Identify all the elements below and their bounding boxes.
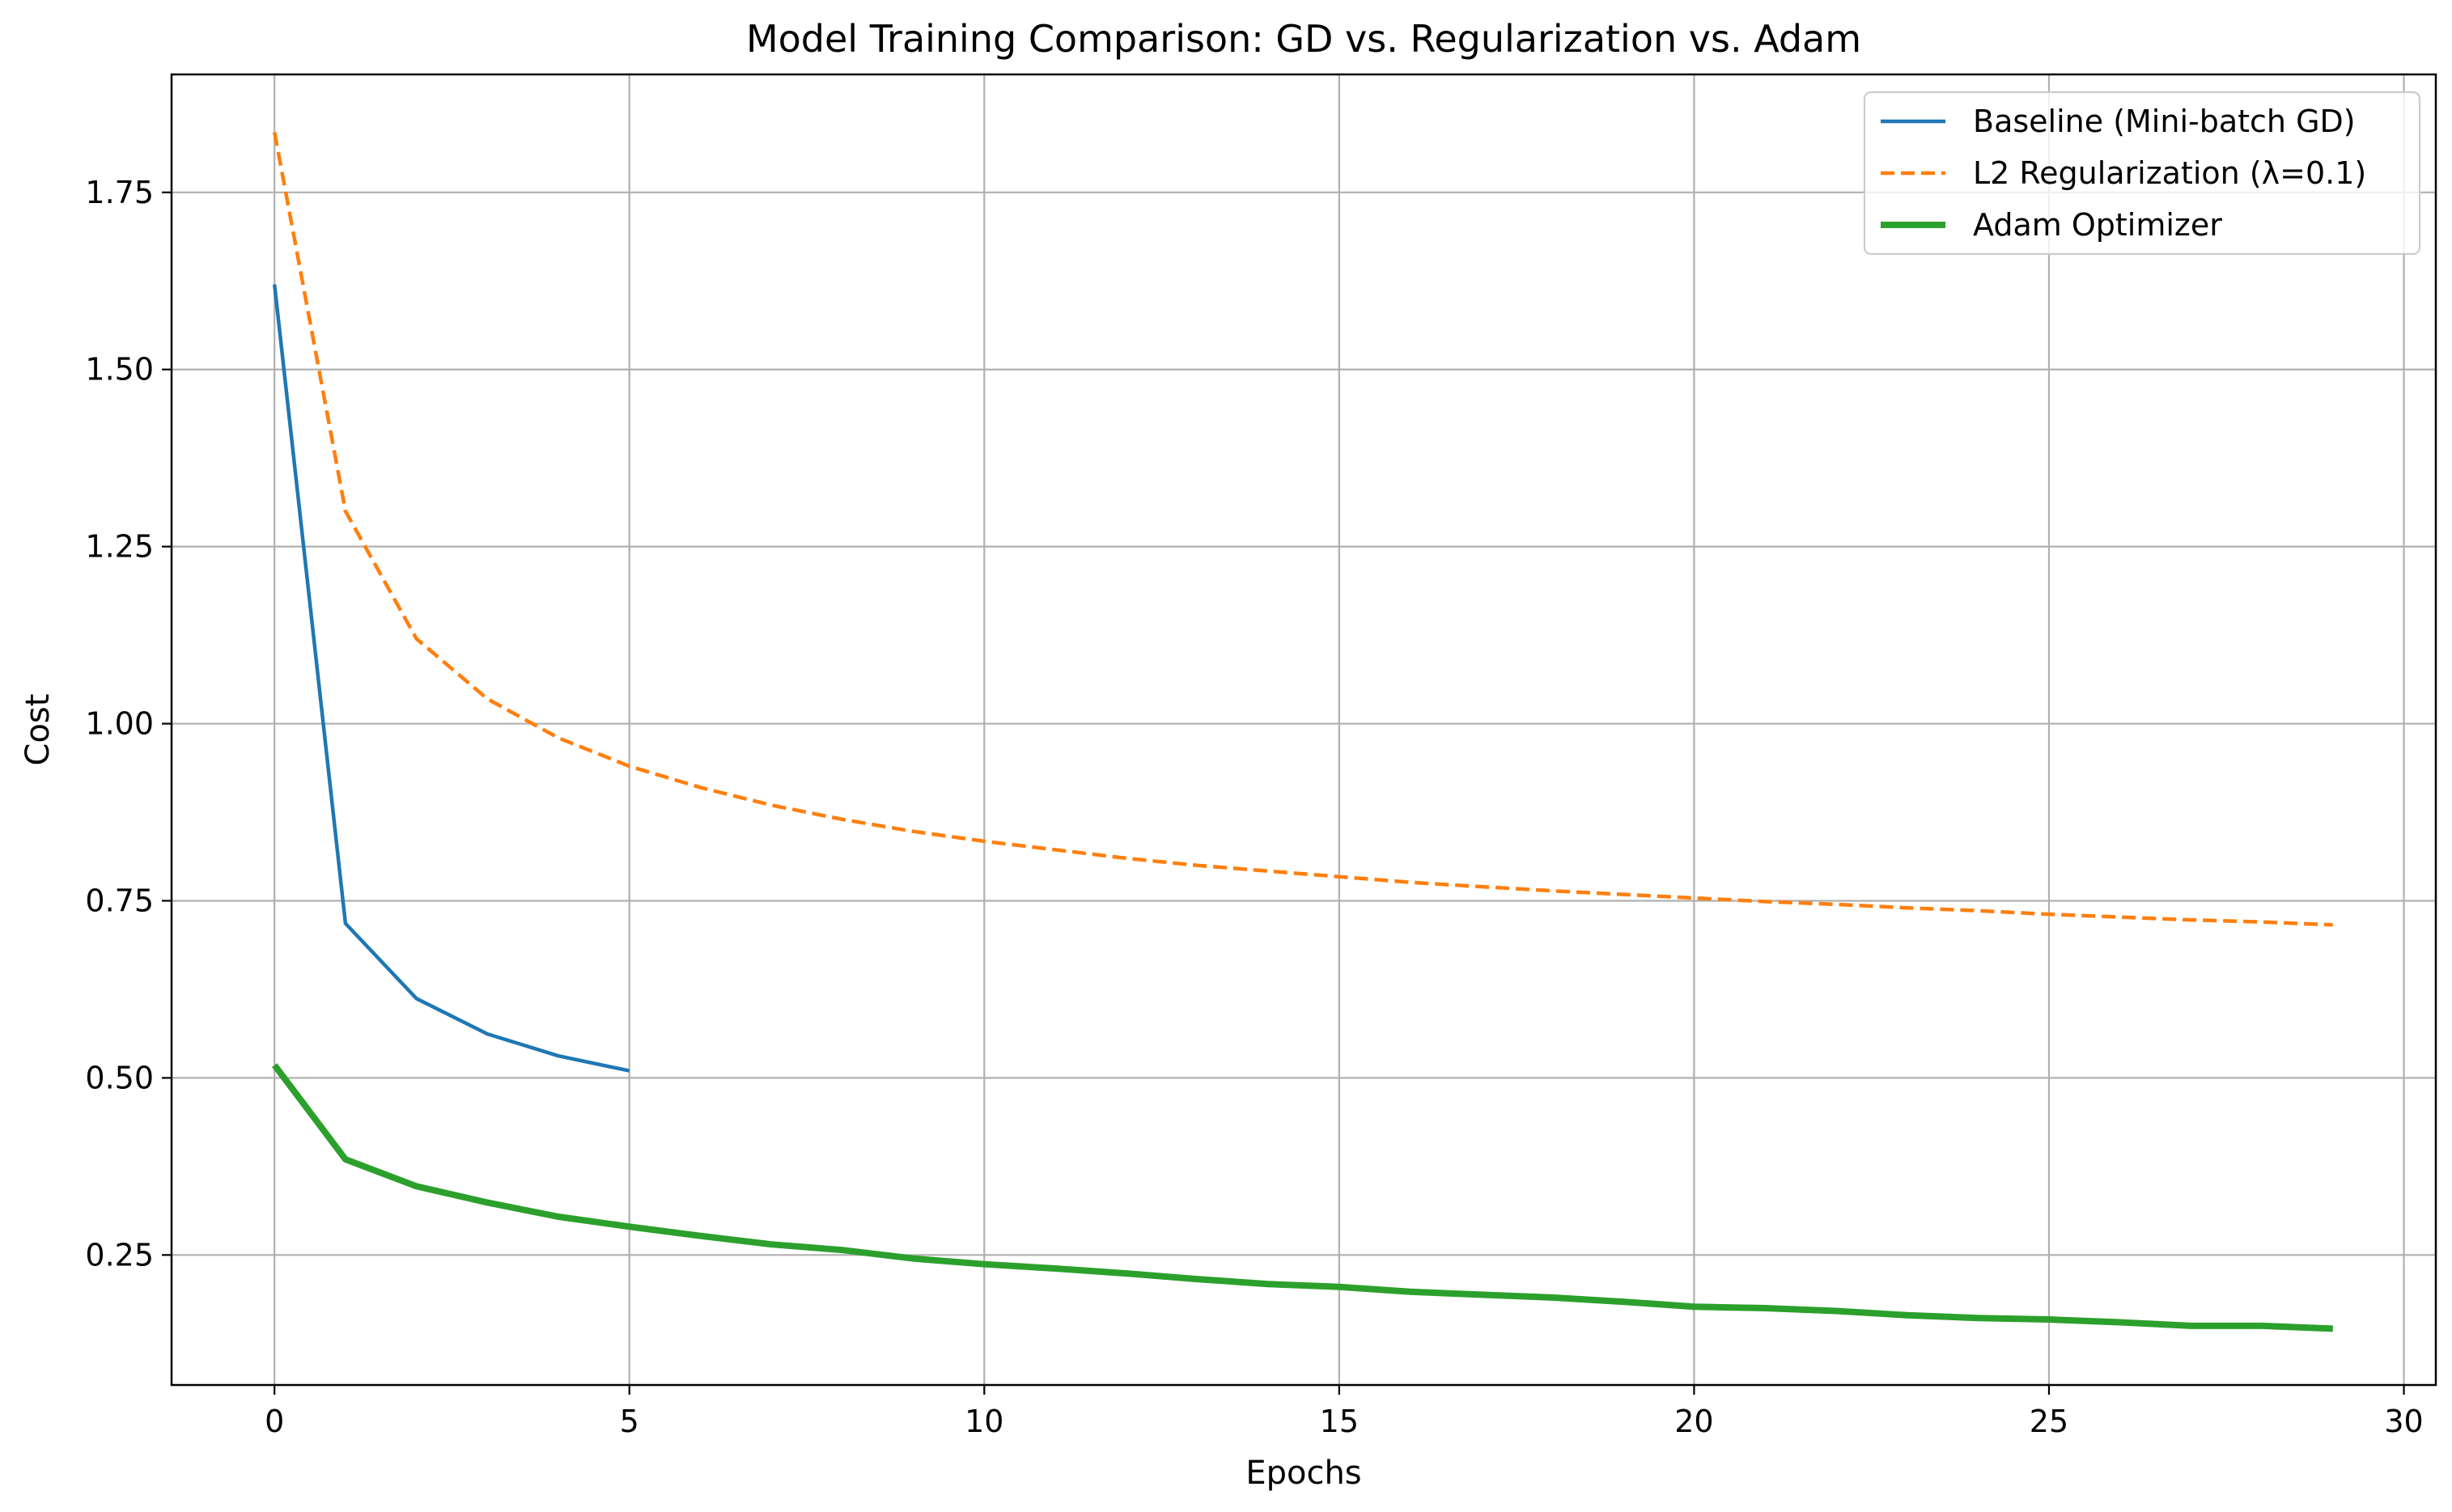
y-tick-label: 1.50 xyxy=(85,352,154,388)
plot-frame xyxy=(170,73,2437,1387)
grid xyxy=(172,74,2436,1385)
x-tick-label: 0 xyxy=(265,1404,284,1439)
y-tick-label: 1.00 xyxy=(85,706,154,742)
y-axis-label: Cost xyxy=(19,694,57,766)
y-tick-label: 0.50 xyxy=(85,1060,154,1095)
legend-label: Adam Optimizer xyxy=(1973,207,2222,243)
series-line-3 xyxy=(272,1063,2333,1332)
x-tick-label: 20 xyxy=(1674,1404,1713,1439)
legend-label: Baseline (Mini-batch GD) xyxy=(1973,104,2356,139)
x-axis-label: Epochs xyxy=(1245,1455,1361,1492)
y-tick-label: 0.25 xyxy=(85,1237,154,1273)
series-line-2 xyxy=(272,131,2333,927)
chart-title: Model Training Comparison: GD vs. Regula… xyxy=(746,17,1861,61)
legend-box xyxy=(1863,91,2421,256)
x-tick-label: 15 xyxy=(1320,1404,1359,1439)
x-tick-label: 30 xyxy=(2384,1404,2423,1439)
x-tick-label: 25 xyxy=(2030,1404,2068,1439)
y-tick-label: 1.75 xyxy=(85,175,154,210)
y-tick-label: 0.75 xyxy=(85,883,154,918)
x-tick-label: 10 xyxy=(965,1404,1003,1439)
legend: Baseline (Mini-batch GD) L2 Regularizatio… xyxy=(1863,91,2421,256)
legend-label: L2 Regularization (λ=0.1) xyxy=(1973,155,2366,191)
plot-lines xyxy=(272,131,2333,1332)
series-line-1 xyxy=(272,284,630,1073)
axis-ticks: 0 5 10 15 20 25 30 0.25 0.50 0.75 1.00 1.25 1.50 1.75 xyxy=(85,175,2423,1439)
x-tick-label: 5 xyxy=(620,1404,639,1439)
y-tick-label: 1.25 xyxy=(85,529,154,565)
